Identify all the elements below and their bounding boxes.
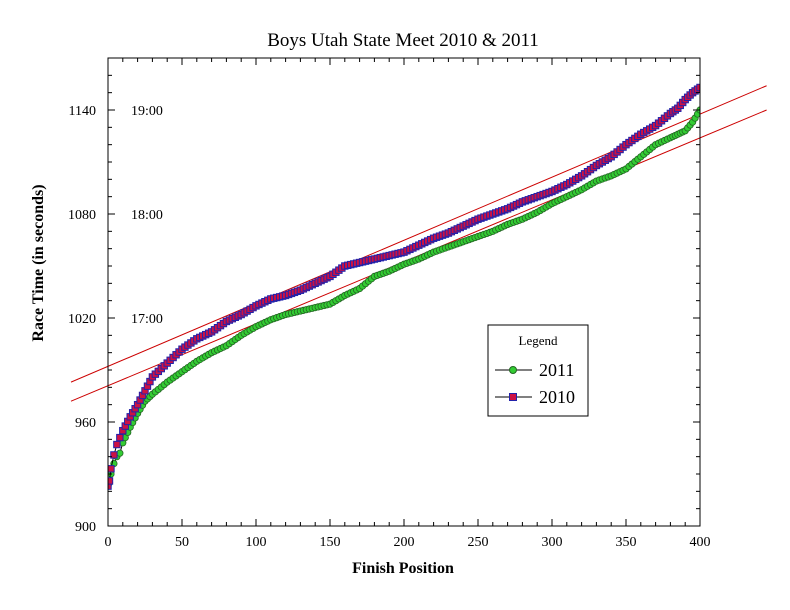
y-tick-label-900: 900: [75, 520, 96, 535]
legend-marker-2010: [509, 393, 517, 401]
reference-line-2: [70, 85, 767, 383]
series-layer: [108, 83, 700, 490]
chart-title: Boys Utah State Meet 2010 & 2011: [267, 30, 539, 51]
x-tick-label-300: 300: [542, 535, 563, 550]
y-tick-label-960: 960: [75, 416, 96, 431]
legend-marker-2011: [509, 366, 517, 374]
x-axis-ticks: 0 50 100 150 200 250 300 350 400: [105, 58, 711, 550]
point-2010-2: [108, 465, 115, 473]
legend-entry-2011: 2011: [539, 360, 574, 380]
series-line-2011: [108, 109, 700, 487]
time-annotations: 19:00 18:00 17:00: [131, 104, 163, 327]
plot-frame: [107, 57, 701, 527]
y-axis-ticks: 900 960 1020 1080 1140: [68, 74, 700, 535]
series-2011: [108, 106, 700, 490]
point-2010-3: [110, 451, 118, 459]
y-axis-label: Race Time (in seconds): [30, 184, 47, 341]
point-2010-4: [113, 440, 121, 449]
time-label-1700: 17:00: [131, 312, 163, 327]
legend-title: Legend: [519, 333, 558, 348]
y-tick-label-1020: 1020: [68, 312, 96, 327]
x-tick-label-50: 50: [175, 535, 189, 550]
legend: Legend 2011 2010: [487, 324, 589, 417]
y-tick-label-1140: 1140: [69, 104, 96, 119]
y-tick-label-1080: 1080: [68, 208, 96, 223]
series-line-2010: [108, 87, 700, 487]
point-2010-5: [116, 433, 124, 442]
legend-entry-2010: 2010: [539, 387, 575, 407]
time-label-1900: 19:00: [131, 104, 163, 119]
series-2010: [108, 83, 700, 490]
x-tick-label-150: 150: [320, 535, 341, 550]
x-tick-label-250: 250: [468, 535, 489, 550]
x-tick-label-400: 400: [690, 535, 711, 550]
x-tick-label-200: 200: [394, 535, 415, 550]
x-tick-label-0: 0: [105, 535, 112, 550]
point-2010-1: [108, 477, 114, 485]
x-tick-label-100: 100: [246, 535, 267, 550]
x-tick-label-350: 350: [616, 535, 637, 550]
x-axis-label: Finish Position: [352, 560, 454, 577]
time-label-1800: 18:00: [131, 208, 163, 223]
